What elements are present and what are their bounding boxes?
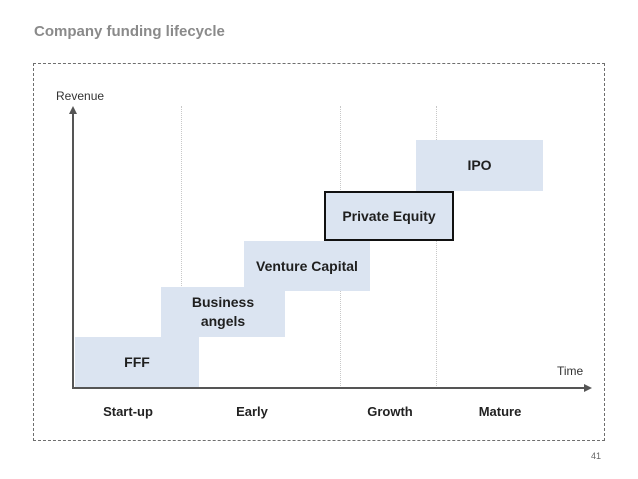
stage-divider (436, 106, 437, 388)
funding-block-business-angels: Business angels (161, 287, 285, 337)
x-axis-label: Time (557, 364, 584, 378)
funding-block-label: Private Equity (342, 207, 436, 224)
funding-block-label: Venture Capital (256, 257, 358, 274)
funding-block-label: Business angels (191, 294, 255, 329)
stage-label-early: Early (236, 404, 268, 419)
funding-block-ipo: IPO (416, 140, 543, 191)
stage-label-mature: Mature (478, 404, 522, 419)
funding-block-fff: FFF (75, 337, 199, 387)
funding-block-label: IPO (467, 157, 492, 173)
diagram-frame (33, 63, 605, 441)
slide-title: Company funding lifecycle (34, 23, 225, 40)
stage-label-growth: Growth (367, 404, 413, 419)
funding-block-private-equity: Private Equity (324, 191, 454, 241)
funding-block-venture-capital: Venture Capital (244, 241, 370, 291)
page-number: 41 (591, 451, 602, 461)
stage-divider (181, 106, 182, 388)
y-axis-label: Revenue (56, 89, 105, 103)
stage-label-start-up: Start-up (103, 404, 153, 419)
funding-block-label: FFF (124, 353, 150, 370)
